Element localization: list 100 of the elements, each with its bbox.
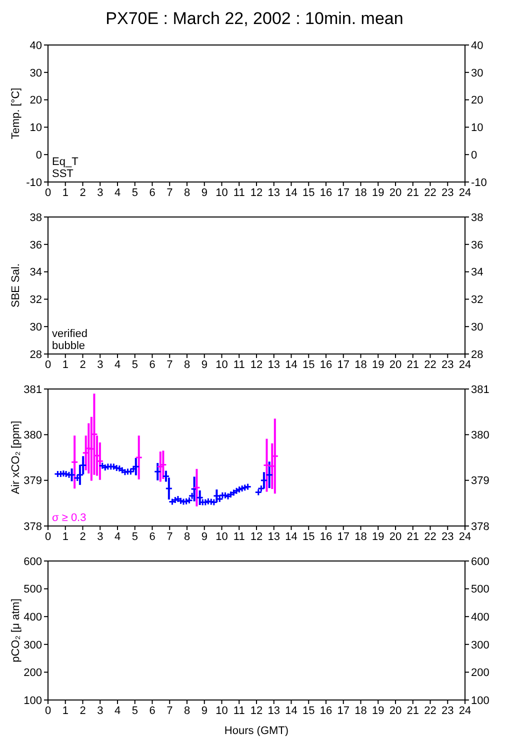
y2-tick-label: 32 <box>471 294 484 306</box>
x-tick-label: 15 <box>302 530 315 543</box>
x-tick-label: 3 <box>97 186 104 199</box>
y2-tick-label: 34 <box>471 266 484 279</box>
x-tick-label: 7 <box>166 704 173 717</box>
x-tick-label: 20 <box>389 186 402 199</box>
x-axis-title: Hours (GMT) <box>224 725 289 737</box>
x-tick-label: 20 <box>389 530 402 543</box>
y-tick-label: 32 <box>30 294 42 306</box>
x-tick-label: 13 <box>268 530 280 543</box>
y-tick-label: 40 <box>30 40 42 52</box>
x-tick-label: 8 <box>184 530 190 543</box>
x-tick-label: 24 <box>458 704 472 717</box>
annotation: bubble <box>52 340 86 352</box>
x-tick-label: 24 <box>458 186 472 199</box>
y-tick-label: 36 <box>30 239 42 252</box>
y-axis-title: pCO₂ [μ atm] <box>10 598 22 662</box>
x-tick-label: 12 <box>250 530 263 543</box>
x-tick-label: 11 <box>233 530 245 543</box>
x-tick-label: 7 <box>166 186 173 199</box>
x-tick-label: 7 <box>166 530 173 543</box>
y-tick-label: 10 <box>30 122 42 134</box>
y2-tick-label: 30 <box>471 322 484 334</box>
x-tick-label: 10 <box>216 530 228 543</box>
x-tick-label: 12 <box>250 704 263 717</box>
x-tick-label: 16 <box>320 358 332 371</box>
x-tick-label: 16 <box>320 186 332 199</box>
x-tick-label: 4 <box>114 704 121 717</box>
y2-tick-label: 380 <box>471 430 490 442</box>
x-tick-label: 8 <box>184 358 190 371</box>
y-tick-label: 380 <box>24 430 42 442</box>
x-tick-label: 1 <box>62 530 68 543</box>
x-tick-label: 6 <box>149 186 156 199</box>
y-tick-label: 30 <box>30 322 42 334</box>
x-tick-label: 17 <box>337 704 350 717</box>
x-tick-label: 23 <box>442 704 454 717</box>
y-tick-label: 300 <box>24 639 42 652</box>
x-tick-label: 6 <box>149 530 156 543</box>
y-tick-label: 34 <box>30 266 42 279</box>
y-tick-label: 200 <box>24 667 42 680</box>
x-tick-label: 24 <box>458 358 472 371</box>
x-tick-label: 3 <box>97 530 104 543</box>
y2-tick-label: -10 <box>471 176 487 189</box>
x-tick-label: 21 <box>406 186 419 199</box>
x-tick-label: 7 <box>166 358 173 371</box>
x-tick-label: 8 <box>184 704 190 717</box>
x-tick-label: 6 <box>149 358 156 371</box>
x-tick-label: 18 <box>354 704 367 717</box>
x-tick-label: 11 <box>233 358 245 371</box>
y2-tick-label: 30 <box>471 67 484 80</box>
x-tick-label: 9 <box>201 704 208 717</box>
x-tick-label: 0 <box>44 358 52 371</box>
y-tick-label: 378 <box>24 520 42 533</box>
x-tick-label: 13 <box>268 704 280 717</box>
y-tick-label: 381 <box>24 384 42 396</box>
x-tick-label: 2 <box>80 530 86 543</box>
x-tick-label: 12 <box>250 358 263 371</box>
y2-tick-label: 36 <box>471 239 484 252</box>
x-tick-label: 5 <box>132 358 138 371</box>
y2-tick-label: 38 <box>471 212 484 224</box>
y2-tick-label: 20 <box>471 94 484 107</box>
x-tick-label: 9 <box>201 358 208 371</box>
y-tick-label: 400 <box>24 612 42 624</box>
y-tick-label: 379 <box>24 475 42 488</box>
x-tick-label: 22 <box>424 358 436 371</box>
x-tick-label: 24 <box>458 530 472 543</box>
x-tick-label: 20 <box>389 358 402 371</box>
x-tick-label: 10 <box>216 704 228 717</box>
x-tick-label: 3 <box>97 358 104 371</box>
x-tick-label: 14 <box>285 186 298 199</box>
x-tick-label: 2 <box>80 186 86 199</box>
x-tick-label: 11 <box>233 704 245 717</box>
x-tick-label: 17 <box>337 186 350 199</box>
x-tick-label: 21 <box>406 530 419 543</box>
x-tick-label: 3 <box>97 704 104 717</box>
x-tick-label: 23 <box>442 530 454 543</box>
x-tick-label: 4 <box>114 358 121 371</box>
x-tick-label: 5 <box>132 186 138 199</box>
x-tick-label: 22 <box>424 530 436 543</box>
x-tick-label: 9 <box>201 530 208 543</box>
x-tick-label: 14 <box>285 704 298 717</box>
x-tick-label: 5 <box>132 530 138 543</box>
annotation: SST <box>52 168 74 180</box>
x-tick-label: 1 <box>62 704 68 717</box>
y-tick-label: 20 <box>30 94 42 107</box>
y-axis-title: Temp. [°C] <box>10 88 22 140</box>
x-tick-label: 17 <box>337 358 350 371</box>
x-tick-label: 23 <box>442 186 454 199</box>
annotation: verified <box>52 328 88 340</box>
x-tick-label: 11 <box>233 186 245 199</box>
x-tick-label: 23 <box>442 358 454 371</box>
y-axis-title: SBE Sal. <box>10 263 22 308</box>
x-tick-label: 22 <box>424 186 436 199</box>
x-tick-label: 15 <box>302 186 315 199</box>
y2-tick-label: 600 <box>471 556 490 568</box>
x-tick-label: 6 <box>149 704 156 717</box>
x-tick-label: 9 <box>201 186 208 199</box>
x-tick-label: 10 <box>216 358 228 371</box>
x-tick-label: 19 <box>372 704 384 717</box>
x-tick-label: 19 <box>372 530 384 543</box>
